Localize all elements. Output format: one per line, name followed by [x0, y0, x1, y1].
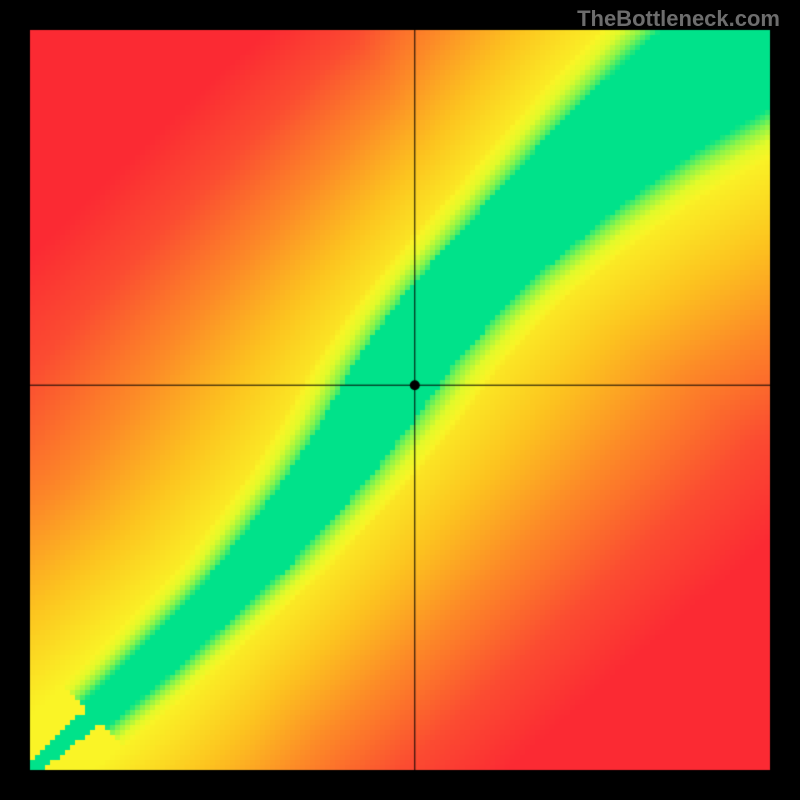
bottleneck-heatmap [0, 0, 800, 800]
watermark-text: TheBottleneck.com [577, 6, 780, 32]
